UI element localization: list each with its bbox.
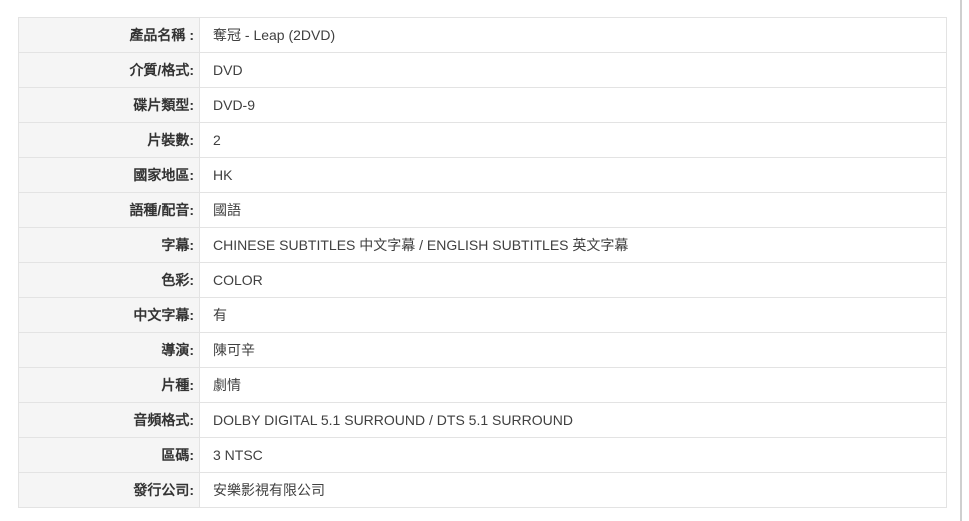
- row-value: HK: [199, 157, 947, 193]
- row-value: 3 NTSC: [199, 437, 947, 473]
- row-label: 中文字幕:: [18, 297, 200, 333]
- row-value: 安樂影視有限公司: [199, 472, 947, 508]
- table-row: 語種/配音: 國語: [18, 192, 947, 228]
- table-row: 中文字幕: 有: [18, 297, 947, 333]
- row-value: 奪冠 - Leap (2DVD): [199, 17, 947, 53]
- row-label: 語種/配音:: [18, 192, 200, 228]
- row-value: CHINESE SUBTITLES 中文字幕 / ENGLISH SUBTITL…: [199, 227, 947, 263]
- page-right-divider: [960, 0, 962, 521]
- row-label: 產品名稱 :: [18, 17, 200, 53]
- table-row: 國家地區: HK: [18, 157, 947, 193]
- table-row: 發行公司: 安樂影視有限公司: [18, 472, 947, 508]
- row-label: 音頻格式:: [18, 402, 200, 438]
- row-label: 字幕:: [18, 227, 200, 263]
- row-label: 發行公司:: [18, 472, 200, 508]
- row-value: COLOR: [199, 262, 947, 298]
- table-row: 音頻格式: DOLBY DIGITAL 5.1 SURROUND / DTS 5.…: [18, 402, 947, 438]
- row-label: 片種:: [18, 367, 200, 403]
- product-details-table: 產品名稱 : 奪冠 - Leap (2DVD) 介質/格式: DVD 碟片類型: DVD-…: [18, 17, 947, 508]
- table-row: 區碼: 3 NTSC: [18, 437, 947, 473]
- row-label: 碟片類型:: [18, 87, 200, 123]
- row-label: 片裝數:: [18, 122, 200, 158]
- row-value: DVD: [199, 52, 947, 88]
- row-value: 劇情: [199, 367, 947, 403]
- table-row: 片裝數: 2: [18, 122, 947, 158]
- row-label: 導演:: [18, 332, 200, 368]
- table-row: 字幕: CHINESE SUBTITLES 中文字幕 / ENGLISH SUBT…: [18, 227, 947, 263]
- row-value: DVD-9: [199, 87, 947, 123]
- product-details-rows: 產品名稱 : 奪冠 - Leap (2DVD) 介質/格式: DVD 碟片類型: DVD-…: [18, 17, 947, 508]
- row-value: 有: [199, 297, 947, 333]
- row-value: DOLBY DIGITAL 5.1 SURROUND / DTS 5.1 SUR…: [199, 402, 947, 438]
- table-row: 產品名稱 : 奪冠 - Leap (2DVD): [18, 17, 947, 53]
- table-row: 導演: 陳可辛: [18, 332, 947, 368]
- table-row: 介質/格式: DVD: [18, 52, 947, 88]
- row-label: 區碼:: [18, 437, 200, 473]
- row-label: 色彩:: [18, 262, 200, 298]
- row-label: 介質/格式:: [18, 52, 200, 88]
- row-value: 陳可辛: [199, 332, 947, 368]
- row-value: 國語: [199, 192, 947, 228]
- row-label: 國家地區:: [18, 157, 200, 193]
- row-value: 2: [199, 122, 947, 158]
- table-row: 碟片類型: DVD-9: [18, 87, 947, 123]
- table-row: 色彩: COLOR: [18, 262, 947, 298]
- table-row: 片種: 劇情: [18, 367, 947, 403]
